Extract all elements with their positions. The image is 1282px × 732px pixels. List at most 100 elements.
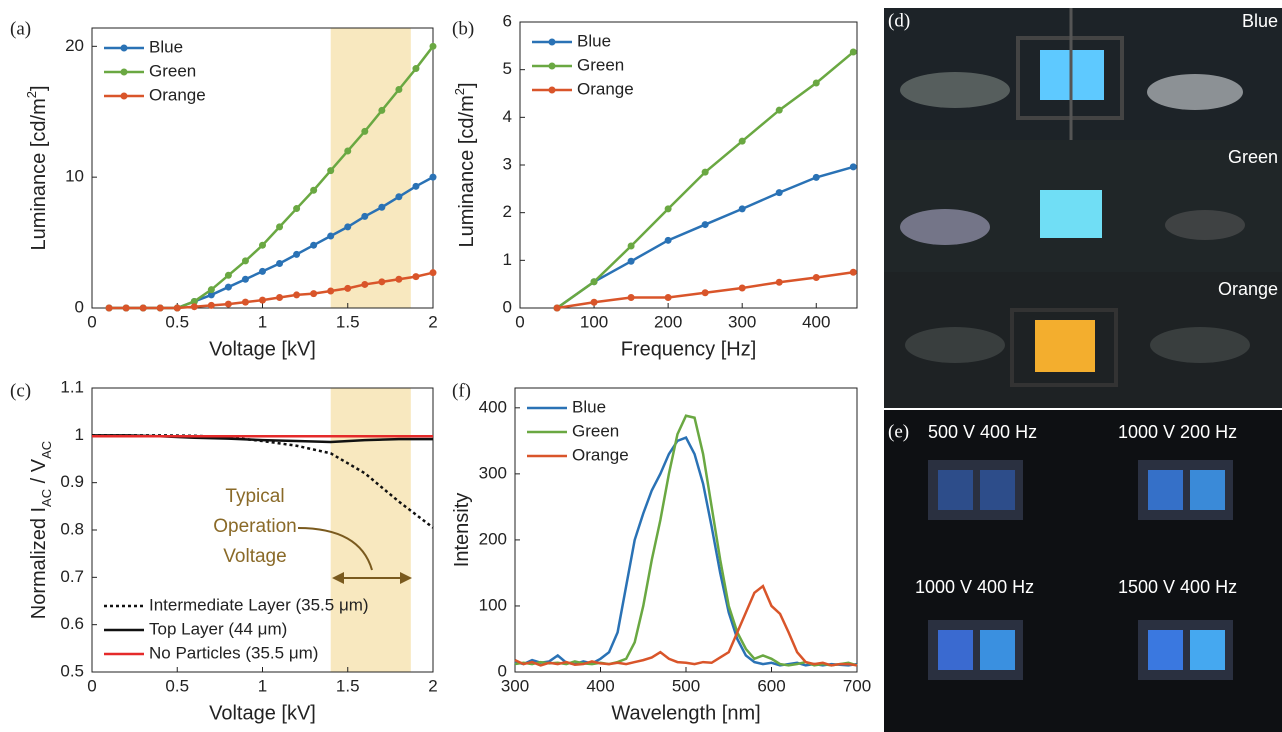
data-point [702,169,709,176]
data-point [208,302,215,309]
x-tick-label: 500 [672,676,700,695]
x-tick-label: 2 [428,676,437,695]
data-point [739,138,746,145]
x-tick-label: 400 [586,676,614,695]
y-tick-label: 0 [503,297,512,316]
data-point [776,107,783,114]
y-tick-label: 10 [65,167,84,186]
y-tick-label: 100 [479,595,507,614]
data-point [378,107,385,114]
data-point [850,269,857,276]
y-axis-label-part: / V [28,458,50,489]
x-tick-label: 600 [757,676,785,695]
panel-label: (b) [452,18,474,39]
legend-label: Green [149,61,196,80]
data-point [850,49,857,56]
data-point [412,183,419,190]
data-point [776,279,783,286]
data-point [344,223,351,230]
data-point [225,284,232,291]
data-point [225,301,232,308]
y-axis-label-part: Intensity [451,493,473,567]
data-point [276,223,283,230]
y-axis-label: Luminance [cd/m2] [452,82,478,247]
x-tick-label: 100 [580,312,608,331]
data-point [157,305,164,312]
y-tick-label: 0 [75,297,84,316]
x-tick-label: 2 [428,312,437,331]
data-point [776,189,783,196]
legend-label: Intermediate Layer (35.5 μm) [149,595,369,614]
photo-caption: Blue [1242,11,1278,31]
x-tick-label: 1 [258,676,267,695]
y-axis-label-part: AC [39,489,54,507]
legend-label: Green [577,55,624,74]
x-tick-label: 400 [802,312,830,331]
x-axis-label: Voltage [kV] [209,702,316,724]
photo-caption: 1500 V 400 Hz [1118,577,1237,597]
data-point [242,257,249,264]
data-point [850,163,857,170]
data-point [259,242,266,249]
data-point [225,272,232,279]
photo-e [884,410,1282,732]
legend-label: Green [572,421,619,440]
y-tick-label: 4 [503,107,512,126]
y-axis-label-part: Luminance [cd/m [28,98,50,250]
photo-caption: Orange [1218,279,1278,299]
data-point [813,174,820,181]
y-tick-label: 5 [503,59,512,78]
data-point [208,286,215,293]
data-point [665,237,672,244]
data-point [276,294,283,301]
shaded-region [331,388,411,672]
data-point [702,221,709,228]
data-point [430,269,437,276]
legend-label: Orange [149,85,206,104]
data-point [628,258,635,265]
photo-caption: 1000 V 200 Hz [1118,422,1237,442]
y-axis-label-part: 2 [24,91,39,98]
y-tick-label: 0.6 [60,614,84,633]
legend-label: Orange [577,79,634,98]
x-tick-label: 300 [728,312,756,331]
panel-label: (d) [888,10,910,31]
legend-marker [549,63,556,70]
y-tick-label: 300 [479,463,507,482]
data-point [242,276,249,283]
data-point [628,294,635,301]
legend-marker [121,45,128,52]
data-point [554,305,561,312]
x-tick-label: 0 [515,312,524,331]
legend-label: Blue [577,31,611,50]
legend-marker [549,87,556,94]
y-axis-label-part: Luminance [cd/m [456,95,478,247]
x-axis-label: Wavelength [nm] [611,702,760,724]
y-tick-label: 6 [503,11,512,30]
y-axis-label-part: Normalized I [28,507,50,619]
photo-caption: 500 V 400 Hz [928,422,1037,442]
data-point [361,128,368,135]
y-axis-label: Intensity [451,493,473,567]
data-point [327,287,334,294]
data-point [395,276,402,283]
y-axis-label: Normalized IAC / VAC [28,441,54,619]
y-tick-label: 1.1 [60,377,84,396]
photo-d [884,8,1282,408]
figure: 00.511.5201020Voltage [kV]Luminance [cd/… [0,0,1282,732]
legend-label: Orange [572,445,629,464]
x-tick-label: 0.5 [165,312,189,331]
x-axis-label: Voltage [kV] [209,338,316,360]
data-point [628,243,635,250]
data-point [412,65,419,72]
annotation: Voltage [223,546,286,567]
x-tick-label: 0 [87,312,96,331]
data-point [293,291,300,298]
y-tick-label: 0 [498,661,507,680]
y-tick-label: 3 [503,154,512,173]
legend-marker [549,39,556,46]
data-point [430,174,437,181]
data-point [344,147,351,154]
legend-label: Top Layer (44 μm) [149,619,287,638]
data-point [395,86,402,93]
